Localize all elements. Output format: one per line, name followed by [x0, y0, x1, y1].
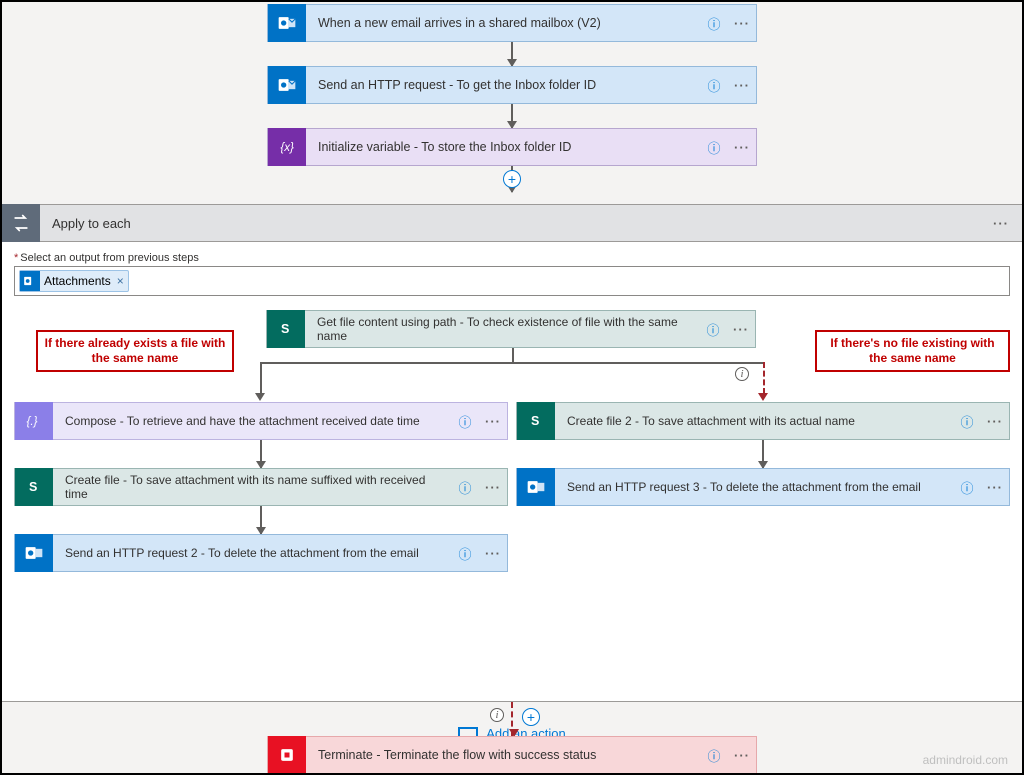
connector-line-error	[763, 362, 765, 394]
step-menu-button[interactable]: ···	[728, 140, 756, 155]
step-title: Send an HTTP request 2 - To delete the a…	[53, 546, 451, 560]
http-inbox-step[interactable]: Send an HTTP request - To get the Inbox …	[267, 66, 757, 104]
help-icon[interactable]: ⓘ	[699, 320, 727, 339]
svg-text:S: S	[29, 480, 37, 494]
help-icon[interactable]: ⓘ	[953, 412, 981, 431]
help-icon[interactable]: ⓘ	[451, 412, 479, 431]
help-icon[interactable]: ⓘ	[953, 478, 981, 497]
sharepoint-icon: S	[267, 310, 305, 348]
step-title: When a new email arrives in a shared mai…	[306, 16, 700, 30]
help-icon[interactable]: ⓘ	[700, 14, 728, 33]
step-menu-button[interactable]: ···	[479, 480, 507, 495]
step-menu-button[interactable]: ···	[986, 216, 1016, 231]
branching-area: S Get file content using path - To check…	[14, 310, 1010, 670]
create-file-2-step[interactable]: S Create file 2 - To save attachment wit…	[516, 402, 1010, 440]
help-icon[interactable]: ⓘ	[451, 478, 479, 497]
connector-arrow-error	[511, 702, 513, 736]
right-branch: S Create file 2 - To save attachment wit…	[516, 402, 1010, 506]
step-title: Create file 2 - To save attachment with …	[555, 414, 953, 428]
insert-step-button[interactable]: +	[503, 170, 521, 188]
step-menu-button[interactable]: ···	[981, 414, 1009, 429]
connector-arrow	[511, 104, 513, 128]
svg-text:S: S	[281, 322, 289, 336]
top-flow-area: When a new email arrives in a shared mai…	[2, 2, 1022, 192]
step-menu-button[interactable]: ···	[479, 414, 507, 429]
terminate-icon	[268, 736, 306, 774]
help-icon[interactable]: ⓘ	[451, 544, 479, 563]
step-title: Send an HTTP request - To get the Inbox …	[306, 78, 700, 92]
compose-icon: {.}	[15, 402, 53, 440]
init-variable-step[interactable]: {x} Initialize variable - To store the I…	[267, 128, 757, 166]
step-title: Send an HTTP request 3 - To delete the a…	[555, 480, 953, 494]
help-icon[interactable]: ⓘ	[700, 76, 728, 95]
outlook-icon	[268, 4, 306, 42]
outlook-icon	[517, 468, 555, 506]
sharepoint-icon: S	[15, 468, 53, 506]
connector-line	[260, 362, 262, 394]
step-menu-button[interactable]: ···	[728, 748, 756, 763]
connector-arrow	[260, 440, 262, 468]
help-icon[interactable]: ⓘ	[700, 138, 728, 157]
run-after-icon[interactable]: i	[490, 708, 504, 722]
outlook-icon	[15, 534, 53, 572]
compose-step[interactable]: {.} Compose - To retrieve and have the a…	[14, 402, 508, 440]
attachments-token: Attachments ×	[19, 270, 129, 292]
step-title: Get file content using path - To check e…	[305, 315, 699, 343]
connector-arrow	[260, 506, 262, 534]
help-icon[interactable]: ⓘ	[700, 746, 728, 765]
step-menu-button[interactable]: ···	[728, 78, 756, 93]
outlook-icon	[20, 271, 40, 291]
loop-icon	[2, 204, 40, 242]
outlook-icon	[268, 66, 306, 104]
input-label: Select an output from previous steps	[14, 252, 1010, 264]
apply-to-each-header[interactable]: Apply to each ···	[2, 204, 1022, 242]
step-title: Compose - To retrieve and have the attac…	[53, 414, 451, 428]
step-title: Create file - To save attachment with it…	[53, 473, 451, 501]
step-menu-button[interactable]: ···	[479, 546, 507, 561]
remove-token-button[interactable]: ×	[117, 274, 124, 288]
http-delete-2-step[interactable]: Send an HTTP request 2 - To delete the a…	[14, 534, 508, 572]
variable-icon: {x}	[268, 128, 306, 166]
svg-text:{.}: {.}	[27, 415, 38, 428]
svg-text:{x}: {x}	[280, 141, 294, 154]
svg-text:S: S	[531, 414, 539, 428]
trigger-step[interactable]: When a new email arrives in a shared mai…	[267, 4, 757, 42]
connector-line	[512, 348, 514, 362]
create-file-step[interactable]: S Create file - To save attachment with …	[14, 468, 508, 506]
terminate-step[interactable]: Terminate - Terminate the flow with succ…	[267, 736, 757, 774]
connector-line	[260, 362, 764, 364]
step-menu-button[interactable]: ···	[981, 480, 1009, 495]
step-title: Terminate - Terminate the flow with succ…	[306, 748, 700, 762]
select-output-field[interactable]: Attachments ×	[14, 266, 1010, 296]
token-label: Attachments	[44, 274, 111, 288]
callout-left: If there already exists a file with the …	[36, 330, 234, 372]
sharepoint-icon: S	[517, 402, 555, 440]
apply-to-each-title: Apply to each	[40, 216, 986, 231]
callout-right: If there's no file existing with the sam…	[815, 330, 1010, 372]
insert-step-button[interactable]: +	[522, 708, 540, 726]
step-title: Initialize variable - To store the Inbox…	[306, 140, 700, 154]
apply-to-each-body: Select an output from previous steps Att…	[2, 242, 1022, 702]
connector-arrow	[762, 440, 764, 468]
connector-arrow	[511, 42, 513, 66]
arrowhead-icon	[758, 393, 768, 401]
get-file-content-step[interactable]: S Get file content using path - To check…	[266, 310, 756, 348]
http-delete-3-step[interactable]: Send an HTTP request 3 - To delete the a…	[516, 468, 1010, 506]
watermark: admindroid.com	[923, 753, 1008, 767]
arrowhead-icon	[255, 393, 265, 401]
run-after-icon[interactable]: i	[735, 367, 749, 381]
left-branch: {.} Compose - To retrieve and have the a…	[14, 402, 508, 572]
step-menu-button[interactable]: ···	[728, 16, 756, 31]
step-menu-button[interactable]: ···	[727, 322, 755, 337]
